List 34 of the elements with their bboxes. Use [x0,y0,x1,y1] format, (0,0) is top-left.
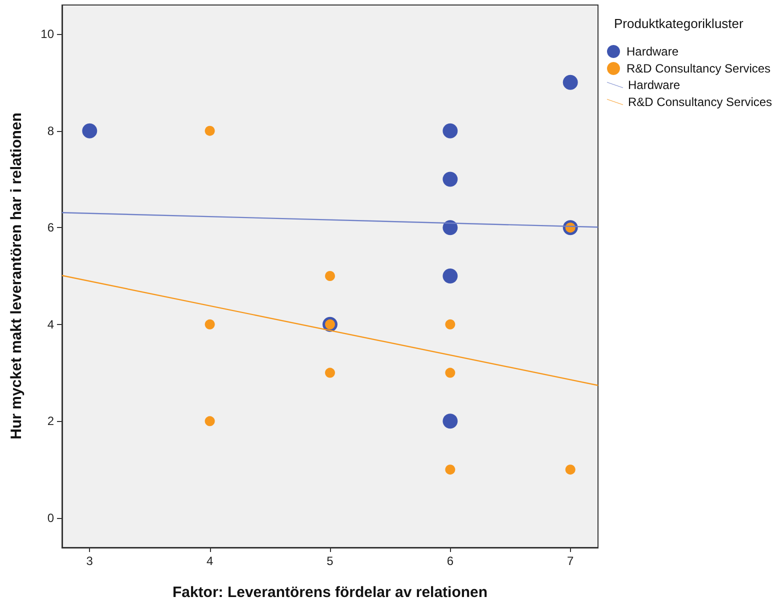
point [204,126,215,136]
legend-label: Hardware [628,78,680,92]
point [325,271,335,281]
x-tick-label: 4 [206,554,214,568]
point [82,123,98,138]
legend-label: R&D Consultancy Services [628,95,772,109]
y-tick-label: 0 [47,510,54,525]
point [442,220,458,236]
point [204,319,215,330]
point [442,123,458,138]
point [442,414,458,429]
x-tick-label: 5 [326,554,334,568]
y-tick-label: 6 [47,220,54,235]
y-tick-label: 2 [47,414,54,428]
point [204,416,215,426]
point [442,268,458,284]
y-axis-title: Hur mycket makt leverantören har i relationen [8,112,25,440]
legend-title: Produktkategorikluster [614,16,744,31]
point [565,464,576,475]
y-tick-label: 10 [40,27,54,42]
x-tick-label: 7 [567,554,574,568]
x-tick-label: 6 [446,554,454,568]
point [562,74,578,90]
point [445,319,456,330]
y-tick-label: 8 [47,124,54,138]
point [442,172,458,187]
legend-label: R&D Consultancy Services [626,62,771,76]
y-tick-label: 4 [47,317,54,332]
point [325,368,335,378]
x-axis-title: Faktor: Leverantörens fördelar av relationen [172,584,488,601]
x-tick-label: 3 [86,554,94,568]
point [445,368,456,378]
point [445,464,456,475]
legend-label: Hardware [626,44,679,58]
